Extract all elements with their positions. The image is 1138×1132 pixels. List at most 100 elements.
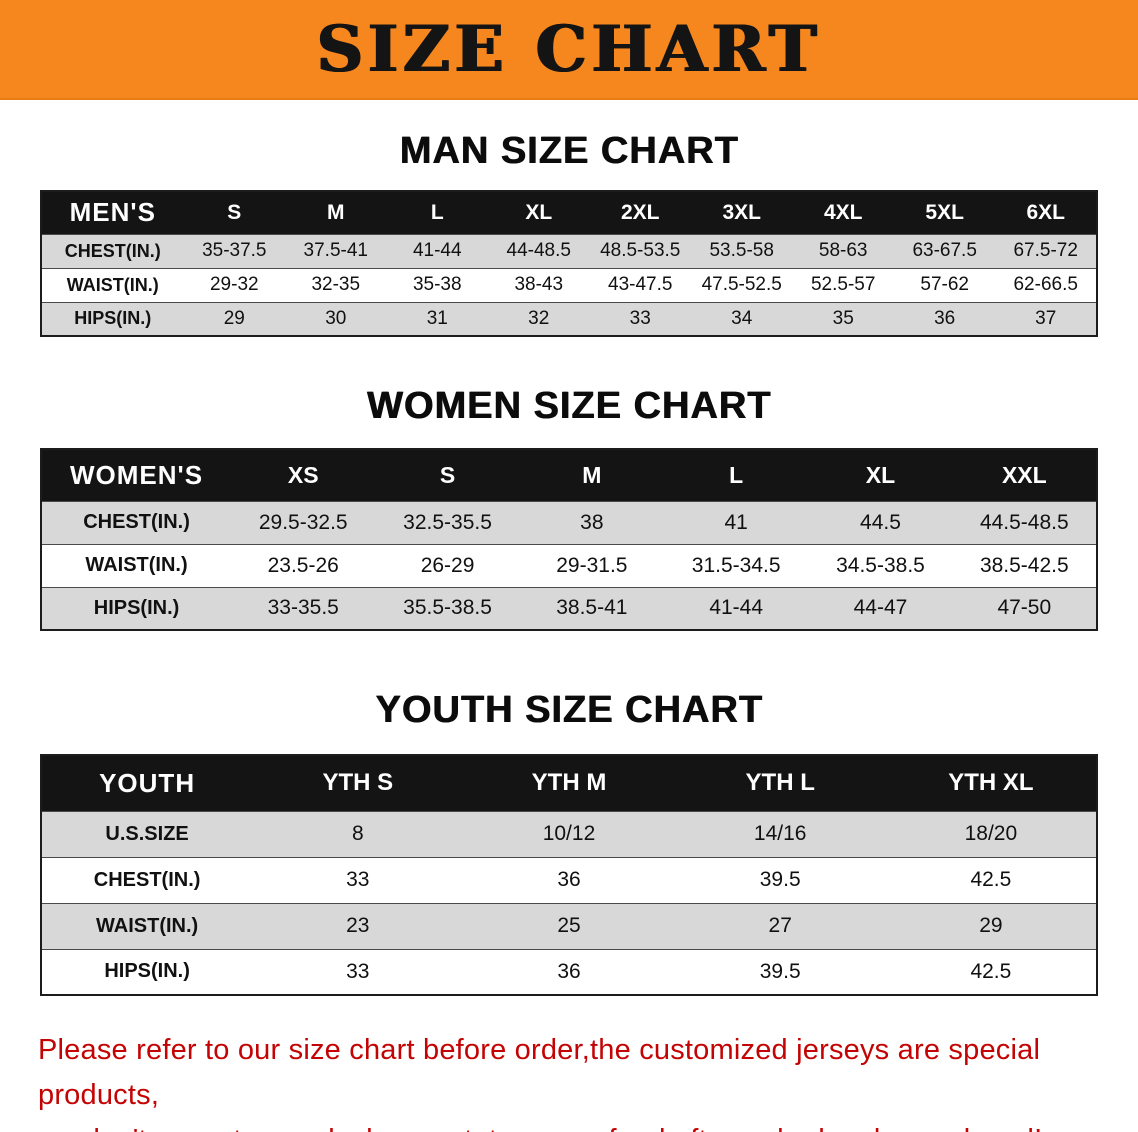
value-cell: 43-47.5 — [589, 267, 691, 302]
table-header-row: MEN'S S M L XL 2XL 3XL 4XL 5XL 6XL — [41, 191, 1097, 234]
value-cell: 14/16 — [674, 810, 886, 857]
value-cell: 33 — [252, 948, 464, 995]
youth-size-table: YOUTH YTH S YTH M YTH L YTH XL U.S.SIZE 8 10/12… — [40, 754, 1098, 996]
youth-size-chart-section: YOUTH SIZE CHART YOUTH YTH S YTH M YTH L YTH… — [0, 689, 1138, 996]
size-column-header: S — [375, 449, 520, 501]
value-cell: 37 — [995, 301, 1097, 336]
value-cell: 32 — [488, 301, 590, 336]
value-cell: 47.5-52.5 — [690, 267, 793, 302]
value-cell: 34 — [690, 301, 793, 336]
value-cell: 53.5-58 — [690, 233, 793, 268]
value-cell: 27 — [674, 902, 886, 949]
row-label: WAIST(IN.) — [41, 902, 253, 949]
value-cell: 33 — [252, 856, 464, 903]
value-cell: 41 — [664, 500, 809, 544]
youth-size-chart-heading: YOUTH SIZE CHART — [375, 689, 763, 731]
value-cell: 38 — [519, 500, 665, 544]
size-column-header: XL — [808, 449, 953, 501]
table-corner-label: YOUTH — [41, 755, 253, 811]
value-cell: 62-66.5 — [995, 267, 1097, 302]
table-row: CHEST(IN.) 29.5-32.5 32.5-35.5 38 41 44.5 44.5… — [41, 500, 1097, 544]
value-cell: 58-63 — [792, 233, 894, 268]
value-cell: 29-31.5 — [519, 543, 665, 587]
table-row: HIPS(IN.) 33 36 39.5 42.5 — [41, 948, 1097, 995]
row-label: U.S.SIZE — [41, 810, 253, 857]
men-size-table: MEN'S S M L XL 2XL 3XL 4XL 5XL 6XL CHEST(IN.) 35-37… — [40, 190, 1098, 337]
value-cell: 35.5-38.5 — [375, 586, 520, 630]
row-label: HIPS(IN.) — [41, 586, 232, 630]
value-cell: 36 — [463, 948, 675, 995]
order-policy-note-line-1: Please refer to our size chart before or… — [38, 1034, 1041, 1111]
size-chart-banner: SIZE CHART — [0, 0, 1138, 100]
value-cell: 44-47 — [808, 586, 953, 630]
order-policy-note: Please refer to our size chart before or… — [0, 1028, 1138, 1132]
row-label: HIPS(IN.) — [41, 948, 253, 995]
table-corner-label: WOMEN'S — [41, 449, 232, 501]
order-policy-note-line-2: we don't accept cancel, change, teturn o… — [38, 1118, 1100, 1132]
banner-title: SIZE CHART — [316, 11, 822, 87]
value-cell: 42.5 — [885, 948, 1097, 995]
row-label: CHEST(IN.) — [41, 500, 232, 544]
value-cell: 44-48.5 — [488, 233, 590, 268]
table-header-row: YOUTH YTH S YTH M YTH L YTH XL — [41, 755, 1097, 811]
size-column-header: YTH L — [674, 755, 886, 811]
row-label: CHEST(IN.) — [41, 233, 184, 268]
value-cell: 35-37.5 — [183, 233, 286, 268]
men-size-chart-section: MAN SIZE CHART MEN'S S M L XL 2XL 3XL 4XL 5XL 6XL… — [0, 130, 1138, 337]
value-cell: 33 — [589, 301, 691, 336]
size-column-header: YTH M — [463, 755, 675, 811]
size-column-header: 4XL — [792, 191, 894, 234]
value-cell: 25 — [463, 902, 675, 949]
value-cell: 10/12 — [463, 810, 675, 857]
size-column-header: L — [386, 191, 488, 234]
size-column-header: M — [519, 449, 665, 501]
value-cell: 41-44 — [664, 586, 809, 630]
value-cell: 23 — [252, 902, 464, 949]
value-cell: 35 — [792, 301, 894, 336]
table-row: HIPS(IN.) 33-35.5 35.5-38.5 38.5-41 41-44 44-… — [41, 586, 1097, 630]
table-row: WAIST(IN.) 29-32 32-35 35-38 38-43 43-47.5 47.… — [41, 267, 1097, 302]
size-column-header: YTH XL — [885, 755, 1097, 811]
value-cell: 29 — [183, 301, 286, 336]
value-cell: 30 — [285, 301, 387, 336]
size-column-header: 2XL — [589, 191, 691, 234]
size-column-header: XXL — [952, 449, 1097, 501]
value-cell: 67.5-72 — [995, 233, 1097, 268]
size-column-header: YTH S — [252, 755, 464, 811]
women-size-chart-section: WOMEN SIZE CHART WOMEN'S XS S M L XL XXL CHEST(… — [0, 385, 1138, 631]
size-column-header: 5XL — [893, 191, 996, 234]
value-cell: 57-62 — [893, 267, 996, 302]
value-cell: 32.5-35.5 — [375, 500, 520, 544]
value-cell: 52.5-57 — [792, 267, 894, 302]
value-cell: 48.5-53.5 — [589, 233, 691, 268]
table-row: CHEST(IN.) 33 36 39.5 42.5 — [41, 856, 1097, 903]
value-cell: 42.5 — [885, 856, 1097, 903]
value-cell: 44.5-48.5 — [952, 500, 1097, 544]
value-cell: 26-29 — [375, 543, 520, 587]
value-cell: 47-50 — [952, 586, 1097, 630]
value-cell: 41-44 — [386, 233, 488, 268]
size-column-header: 3XL — [690, 191, 793, 234]
table-row: U.S.SIZE 8 10/12 14/16 18/20 — [41, 810, 1097, 857]
row-label: WAIST(IN.) — [41, 543, 232, 587]
value-cell: 36 — [463, 856, 675, 903]
size-column-header: 6XL — [995, 191, 1097, 234]
men-size-chart-heading: MAN SIZE CHART — [399, 130, 739, 172]
table-row: WAIST(IN.) 23 25 27 29 — [41, 902, 1097, 949]
value-cell: 29.5-32.5 — [231, 500, 376, 544]
size-column-header: S — [183, 191, 286, 234]
size-column-header: XL — [488, 191, 590, 234]
value-cell: 38-43 — [488, 267, 590, 302]
women-size-chart-heading: WOMEN SIZE CHART — [366, 385, 772, 427]
value-cell: 63-67.5 — [893, 233, 996, 268]
size-column-header: XS — [231, 449, 376, 501]
value-cell: 34.5-38.5 — [808, 543, 953, 587]
value-cell: 35-38 — [386, 267, 488, 302]
table-corner-label: MEN'S — [41, 191, 184, 234]
women-size-table: WOMEN'S XS S M L XL XXL CHEST(IN.) 29.5-32.5 32.5… — [40, 448, 1098, 631]
value-cell: 39.5 — [674, 856, 886, 903]
value-cell: 31.5-34.5 — [664, 543, 809, 587]
value-cell: 33-35.5 — [231, 586, 376, 630]
row-label: HIPS(IN.) — [41, 301, 184, 336]
